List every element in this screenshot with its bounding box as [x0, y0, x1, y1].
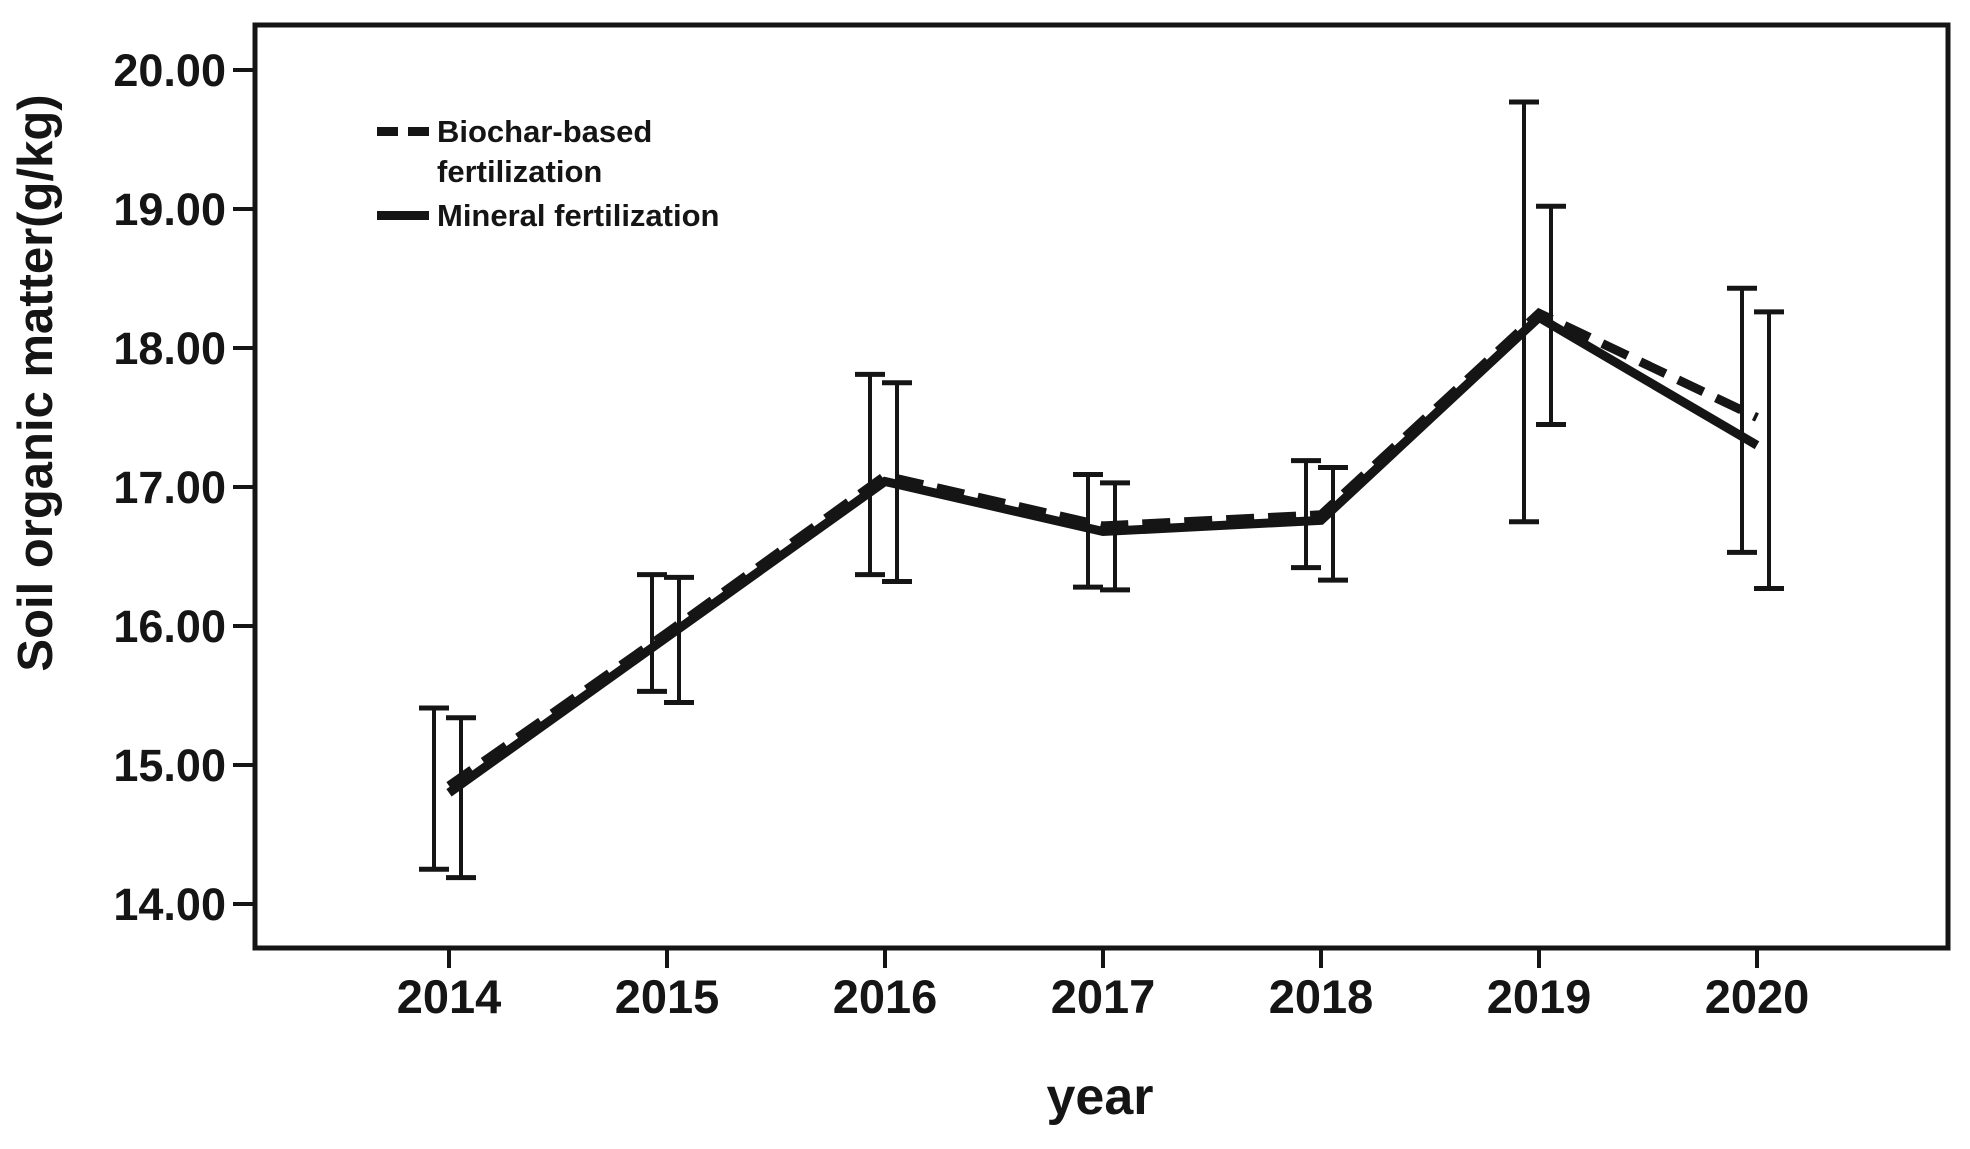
legend-label-mineral: Mineral fertilization [437, 198, 720, 233]
solid-line-swatch-icon [377, 211, 429, 220]
x-axis-title: year [1046, 1068, 1154, 1126]
y-tick-label: 20.00 [113, 45, 226, 96]
y-tick-label: 17.00 [113, 462, 226, 513]
x-tick-label: 2019 [1487, 970, 1592, 1023]
x-tick-label: 2020 [1705, 970, 1810, 1023]
legend: Biochar-based fertilization Mineral fert… [377, 112, 719, 236]
y-tick-label: 16.00 [113, 601, 226, 652]
series-line-solid [446, 311, 1760, 797]
y-tick-label: 14.00 [113, 879, 226, 930]
y-tick-label: 19.00 [113, 184, 226, 235]
y-axis-title: Soil organic matter(g/kg) [9, 94, 63, 672]
y-tick-label: 18.00 [113, 323, 226, 374]
y-tick-label: 15.00 [113, 740, 226, 791]
series-line-dashed [446, 307, 1759, 790]
dashed-line-swatch-icon [377, 127, 429, 136]
x-tick-label: 2016 [833, 970, 938, 1023]
x-tick-label: 2018 [1269, 970, 1374, 1023]
x-tick-label: 2017 [1051, 970, 1156, 1023]
x-tick-label: 2014 [397, 970, 502, 1023]
legend-label-biochar: Biochar-based fertilization [437, 114, 653, 189]
legend-item-biochar: Biochar-based fertilization [377, 112, 719, 192]
legend-item-mineral: Mineral fertilization [377, 196, 719, 236]
x-tick-label: 2015 [615, 970, 720, 1023]
